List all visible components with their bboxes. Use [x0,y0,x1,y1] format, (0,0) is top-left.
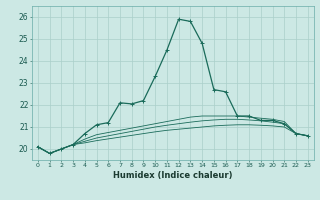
X-axis label: Humidex (Indice chaleur): Humidex (Indice chaleur) [113,171,233,180]
